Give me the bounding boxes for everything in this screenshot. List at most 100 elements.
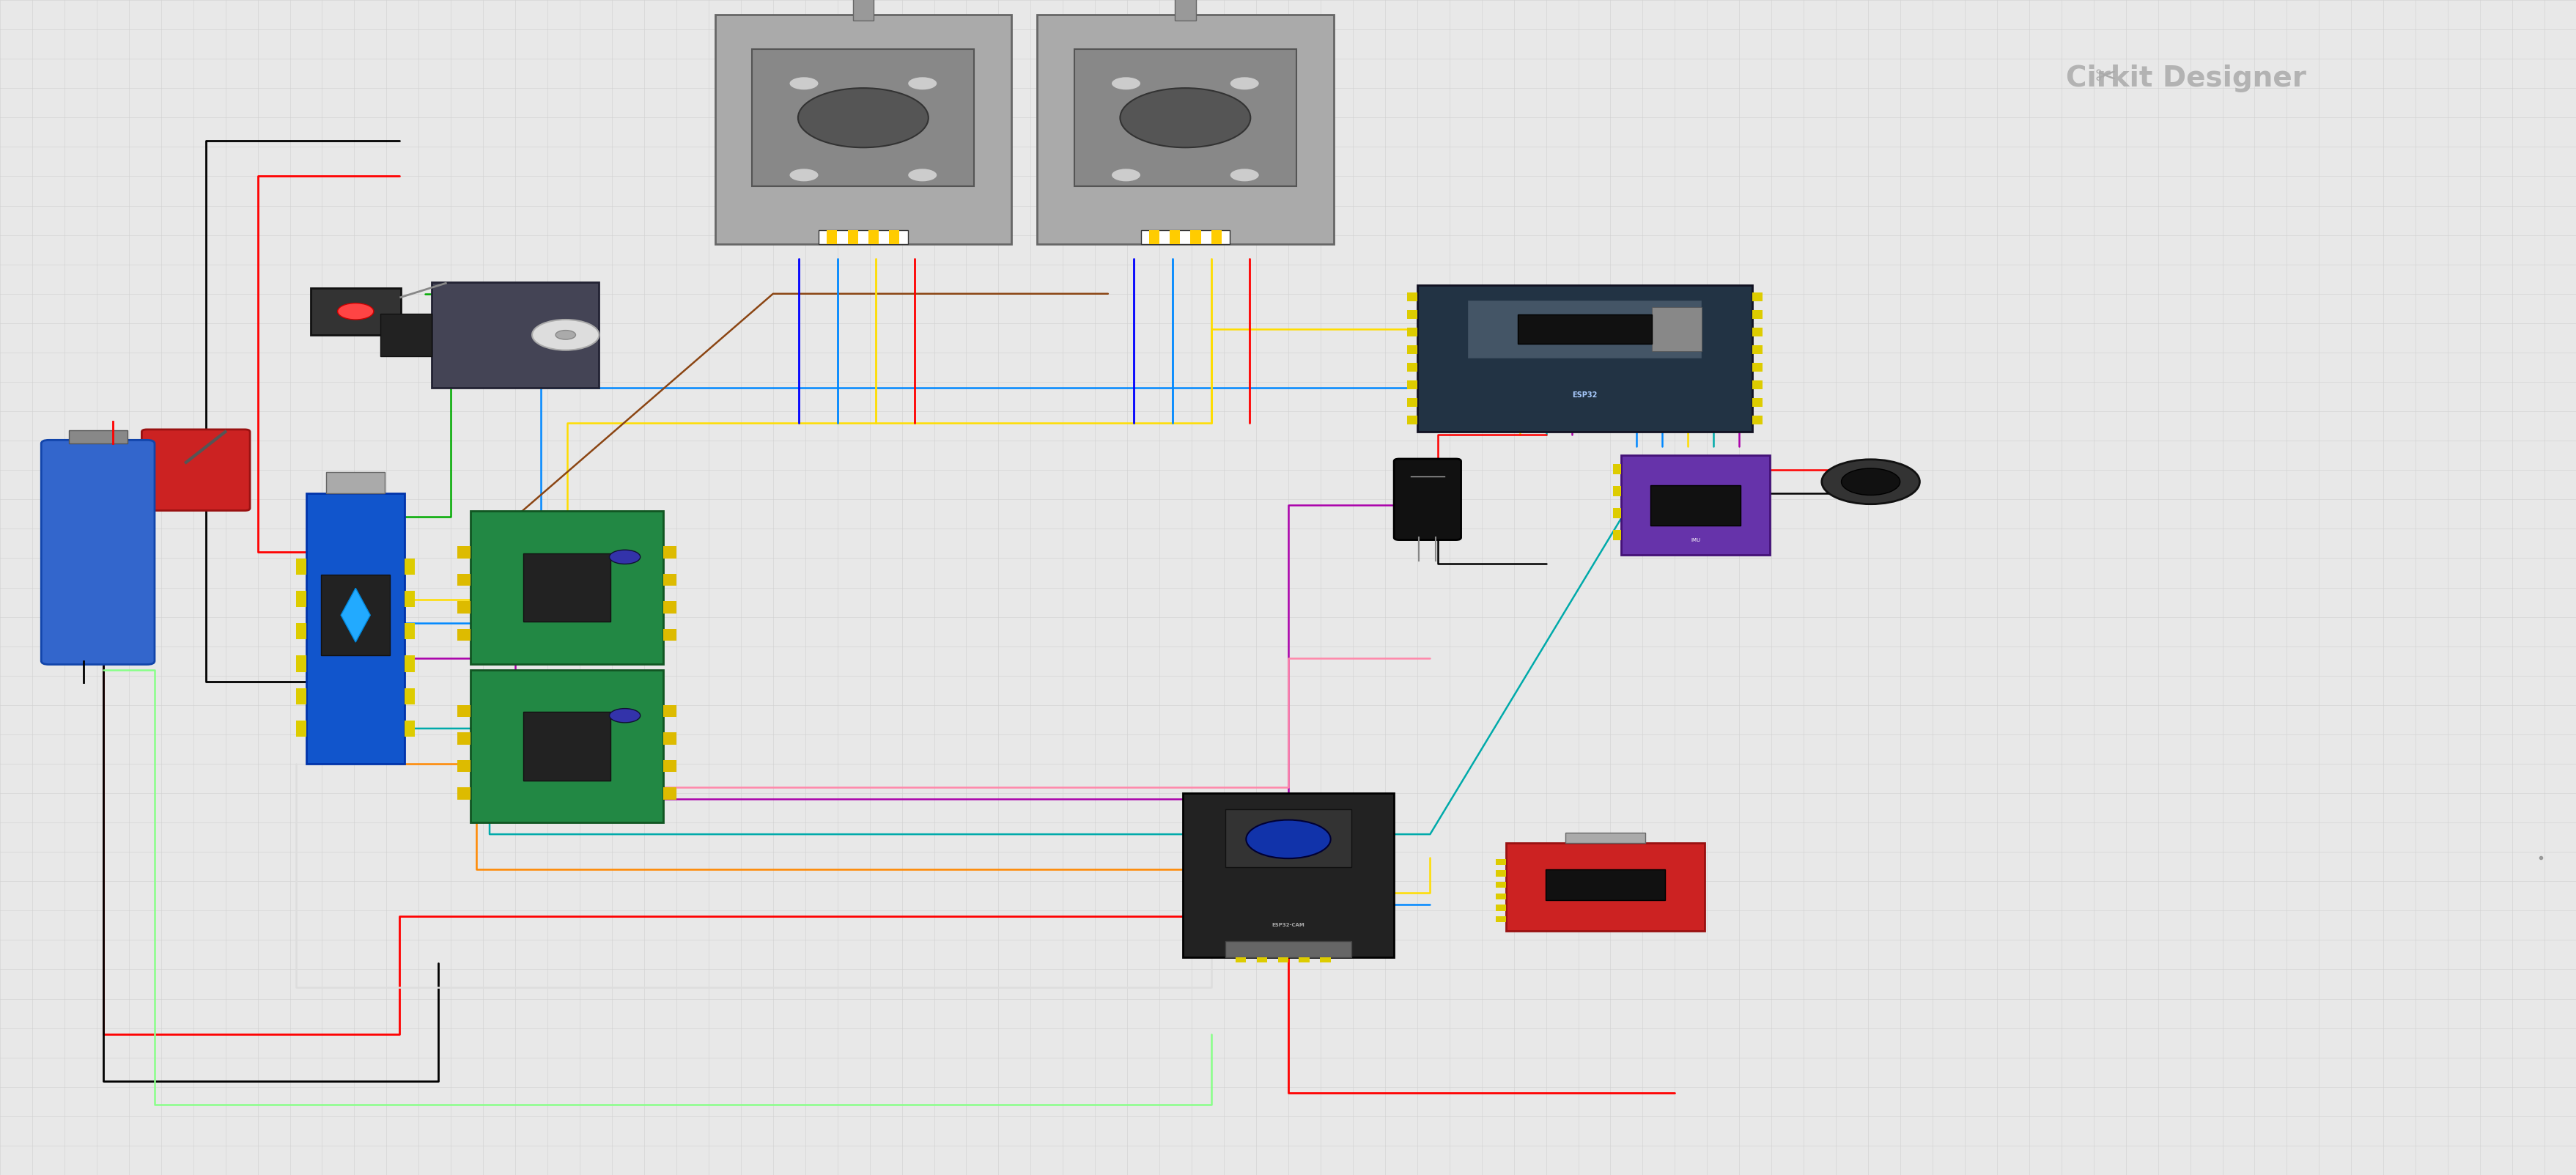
Bar bbox=[296, 656, 307, 672]
Bar bbox=[1406, 398, 1417, 407]
Bar bbox=[827, 230, 837, 244]
FancyBboxPatch shape bbox=[70, 430, 126, 444]
Bar bbox=[1494, 871, 1504, 877]
FancyBboxPatch shape bbox=[853, 0, 873, 21]
FancyBboxPatch shape bbox=[1175, 0, 1195, 21]
Circle shape bbox=[1110, 168, 1141, 182]
FancyBboxPatch shape bbox=[752, 49, 974, 187]
Circle shape bbox=[533, 320, 598, 350]
FancyBboxPatch shape bbox=[716, 15, 1012, 244]
Bar bbox=[1257, 958, 1267, 962]
Bar bbox=[1752, 363, 1762, 371]
FancyBboxPatch shape bbox=[1074, 49, 1296, 187]
FancyBboxPatch shape bbox=[1182, 793, 1394, 958]
Circle shape bbox=[1842, 469, 1899, 495]
Bar bbox=[404, 720, 415, 737]
Bar bbox=[1613, 464, 1620, 475]
Bar bbox=[1211, 230, 1221, 244]
FancyBboxPatch shape bbox=[1546, 870, 1664, 900]
Bar bbox=[665, 573, 675, 586]
FancyBboxPatch shape bbox=[433, 282, 598, 388]
Bar bbox=[1319, 958, 1329, 962]
FancyBboxPatch shape bbox=[469, 670, 665, 822]
FancyBboxPatch shape bbox=[142, 430, 250, 511]
FancyBboxPatch shape bbox=[1224, 941, 1352, 958]
Bar bbox=[404, 558, 415, 575]
Bar bbox=[1494, 905, 1504, 911]
FancyBboxPatch shape bbox=[1504, 844, 1705, 931]
Bar bbox=[1752, 345, 1762, 354]
Circle shape bbox=[1110, 76, 1141, 90]
Bar bbox=[1494, 917, 1504, 922]
Bar bbox=[1236, 958, 1247, 962]
Circle shape bbox=[608, 550, 639, 564]
Bar bbox=[296, 623, 307, 639]
Bar bbox=[1170, 230, 1180, 244]
Bar bbox=[1613, 530, 1620, 540]
Bar bbox=[459, 573, 471, 586]
Bar bbox=[1752, 416, 1762, 424]
FancyBboxPatch shape bbox=[523, 553, 611, 622]
FancyBboxPatch shape bbox=[1036, 15, 1334, 244]
Bar bbox=[665, 760, 675, 772]
FancyBboxPatch shape bbox=[1517, 314, 1651, 343]
Bar bbox=[868, 230, 878, 244]
Bar bbox=[1298, 958, 1309, 962]
Circle shape bbox=[907, 76, 938, 90]
Bar bbox=[296, 558, 307, 575]
Circle shape bbox=[1821, 459, 1919, 504]
Text: ESP32-CAM: ESP32-CAM bbox=[1273, 922, 1303, 927]
Text: Cirkit Designer: Cirkit Designer bbox=[2066, 65, 2306, 93]
Bar bbox=[889, 230, 899, 244]
FancyBboxPatch shape bbox=[307, 494, 404, 764]
FancyBboxPatch shape bbox=[1566, 832, 1643, 844]
Bar bbox=[459, 602, 471, 613]
Bar bbox=[665, 705, 675, 717]
Bar bbox=[404, 656, 415, 672]
Bar bbox=[1752, 293, 1762, 301]
Circle shape bbox=[1229, 168, 1260, 182]
Bar bbox=[1613, 509, 1620, 518]
Bar bbox=[459, 629, 471, 642]
FancyBboxPatch shape bbox=[523, 712, 611, 780]
FancyBboxPatch shape bbox=[381, 314, 433, 356]
Bar bbox=[296, 720, 307, 737]
Bar bbox=[459, 732, 471, 745]
Bar bbox=[1752, 381, 1762, 389]
Bar bbox=[1494, 893, 1504, 900]
Bar bbox=[404, 623, 415, 639]
Bar bbox=[1613, 486, 1620, 496]
Bar bbox=[1149, 230, 1159, 244]
Bar bbox=[1494, 881, 1504, 888]
Circle shape bbox=[608, 709, 639, 723]
Bar bbox=[1406, 293, 1417, 301]
Bar bbox=[1752, 398, 1762, 407]
Polygon shape bbox=[340, 589, 371, 643]
FancyBboxPatch shape bbox=[1224, 810, 1352, 867]
Bar bbox=[1752, 310, 1762, 318]
FancyBboxPatch shape bbox=[1394, 459, 1461, 540]
Circle shape bbox=[907, 168, 938, 182]
FancyBboxPatch shape bbox=[41, 441, 155, 665]
Bar bbox=[1406, 345, 1417, 354]
Bar bbox=[459, 546, 471, 558]
Bar bbox=[1752, 328, 1762, 336]
Bar bbox=[296, 689, 307, 704]
Bar bbox=[1406, 363, 1417, 371]
FancyBboxPatch shape bbox=[1620, 456, 1770, 556]
FancyBboxPatch shape bbox=[1141, 230, 1229, 244]
Bar bbox=[1190, 230, 1200, 244]
Text: ✂: ✂ bbox=[2094, 65, 2115, 89]
Circle shape bbox=[337, 303, 374, 320]
Bar bbox=[459, 705, 471, 717]
Bar bbox=[296, 591, 307, 607]
Text: IMU: IMU bbox=[1690, 538, 1700, 543]
Circle shape bbox=[1247, 820, 1329, 859]
Bar bbox=[665, 787, 675, 800]
FancyBboxPatch shape bbox=[1651, 307, 1700, 351]
FancyBboxPatch shape bbox=[819, 230, 907, 244]
Circle shape bbox=[788, 76, 819, 90]
Bar bbox=[665, 546, 675, 558]
Bar bbox=[1494, 859, 1504, 865]
Circle shape bbox=[788, 168, 819, 182]
